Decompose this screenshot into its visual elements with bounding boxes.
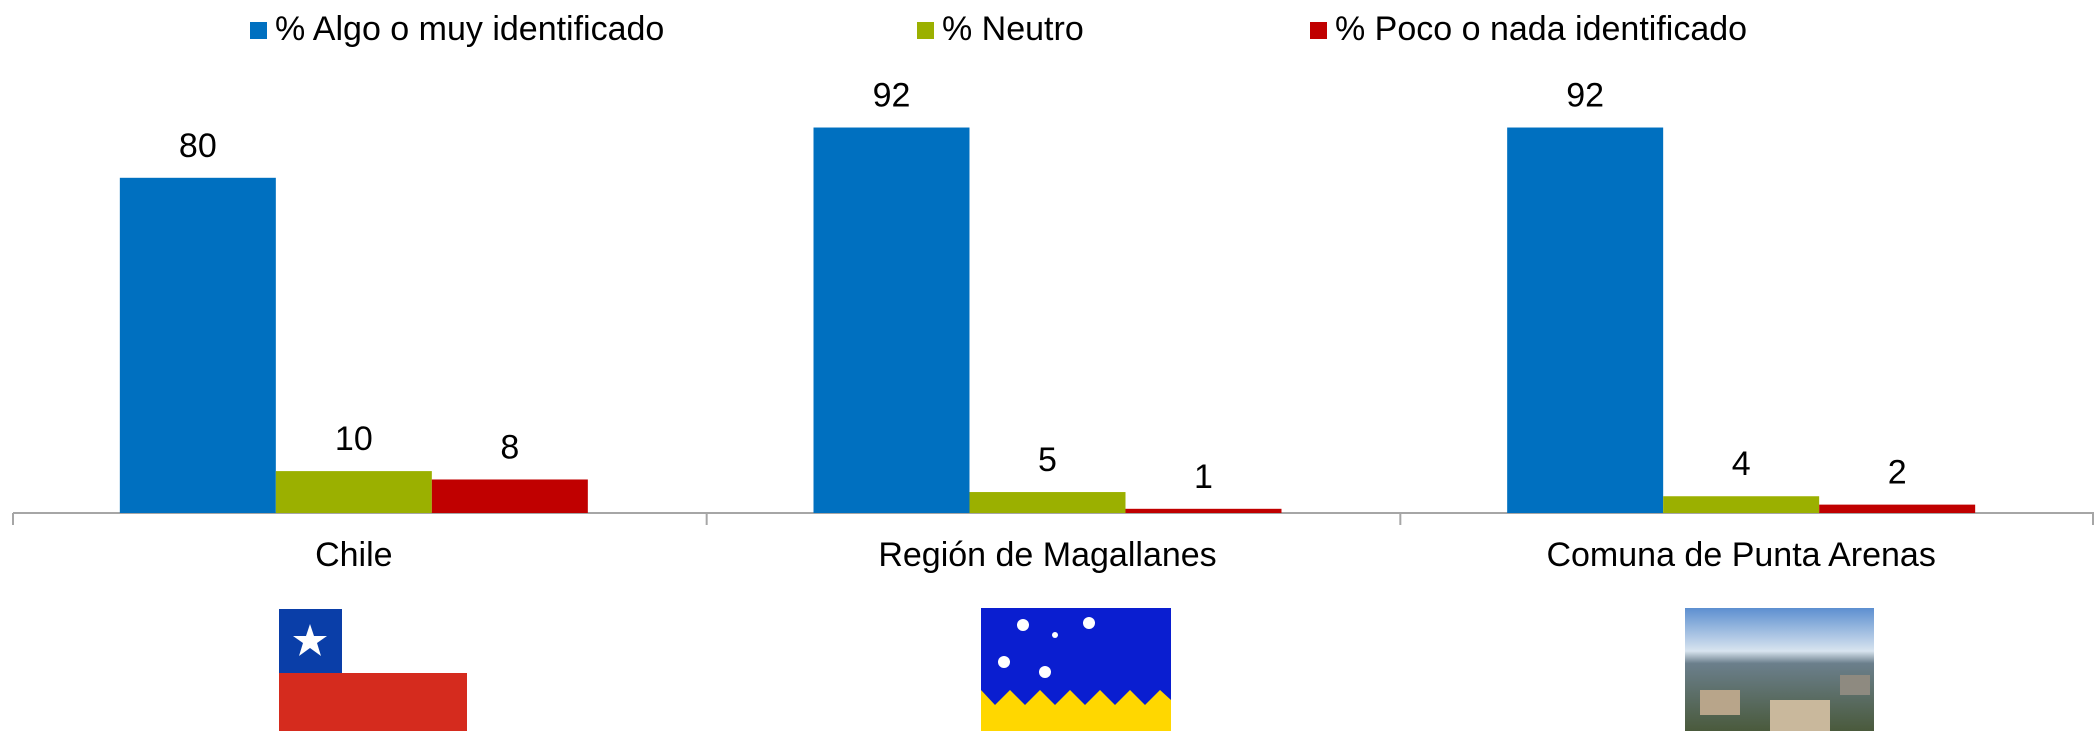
data-label: 10 [335, 420, 373, 458]
data-label: 80 [179, 127, 217, 165]
legend-label: % Neutro [942, 10, 1084, 48]
chile-flag [279, 609, 467, 731]
legend-swatch [917, 22, 934, 39]
bar [1819, 504, 1976, 513]
legend-label: % Poco o nada identificado [1335, 10, 1747, 48]
bar [275, 471, 432, 513]
data-label: 5 [1038, 441, 1057, 479]
bar [1507, 127, 1664, 514]
legend-swatch [1310, 22, 1327, 39]
data-label: 2 [1888, 454, 1907, 492]
x-tick-label: Comuna de Punta Arenas [1546, 536, 1935, 574]
bar [431, 479, 588, 513]
data-label: 92 [873, 77, 911, 115]
data-label: 92 [1566, 77, 1604, 115]
data-label: 1 [1194, 458, 1213, 496]
magallanes-flag [981, 608, 1171, 731]
bar [119, 177, 276, 514]
legend-swatch [250, 22, 267, 39]
legend-label: % Algo o muy identificado [275, 10, 664, 48]
punta-arenas-photo [1685, 608, 1874, 731]
data-label: 4 [1732, 445, 1751, 483]
data-label: 8 [500, 428, 519, 466]
x-tick-label: Chile [315, 536, 392, 574]
bar [813, 127, 970, 514]
bar [1663, 496, 1820, 513]
bar [969, 492, 1126, 513]
x-tick-label: Región de Magallanes [878, 536, 1216, 574]
bar [1125, 508, 1282, 513]
